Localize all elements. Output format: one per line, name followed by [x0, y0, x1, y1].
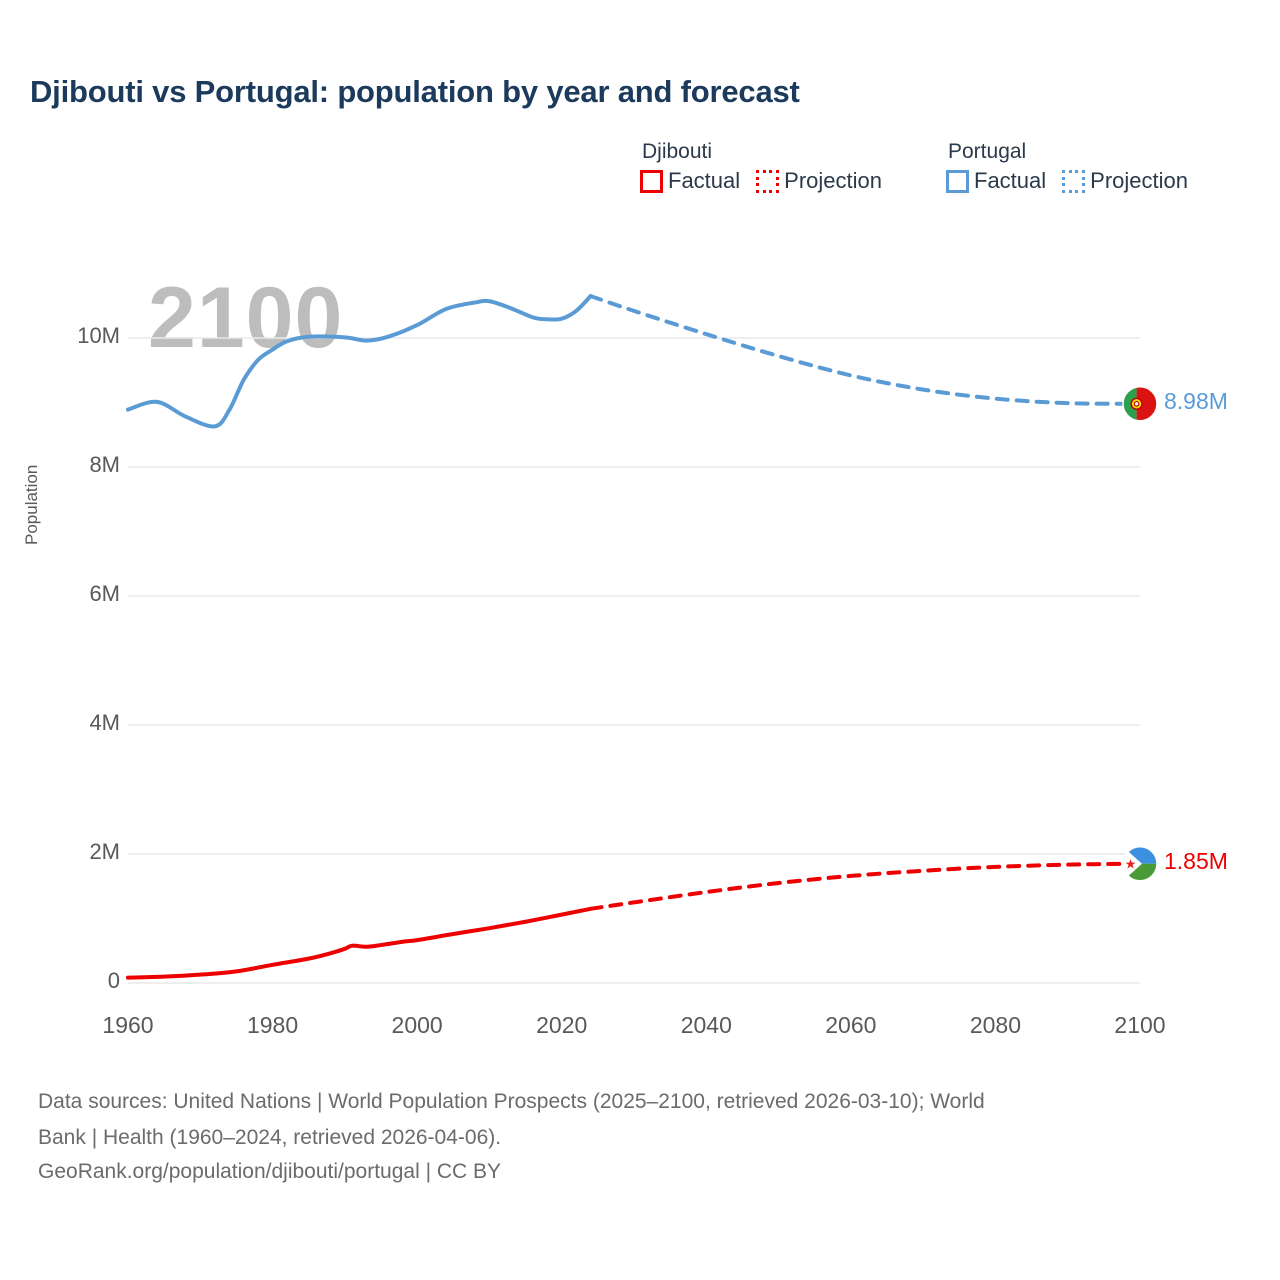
chart-legend: Djibouti Factual Projection Portugal Fac… — [640, 140, 1188, 194]
portugal-flag-icon — [1122, 386, 1158, 422]
legend-group-portugal: Portugal Factual Projection — [946, 140, 1188, 194]
legend-swatch-dotted-red — [756, 169, 780, 193]
x-axis-tick-label: 1960 — [102, 1012, 154, 1038]
legend-item-djibouti-projection[interactable]: Projection — [756, 168, 882, 194]
legend-group-title-djibouti: Djibouti — [642, 140, 713, 163]
gridlines — [128, 337, 1140, 984]
djibouti-endpoint-label: 1.85M — [1164, 847, 1228, 874]
legend-item-portugal-factual[interactable]: Factual — [946, 168, 1046, 194]
legend-group-title-portugal: Portugal — [948, 140, 1027, 163]
djibouti-flag-icon — [1122, 845, 1158, 882]
y-axis-tick-label: 0 — [107, 968, 120, 993]
series-lines — [126, 294, 1142, 980]
y-axis-tick-label: 2M — [89, 839, 120, 864]
x-axis-tick-label: 2000 — [391, 1012, 443, 1038]
legend-swatch-solid-blue — [946, 169, 969, 193]
djibouti-factual-line — [126, 906, 593, 980]
y-axis-ticks: 0 2M 4M 6M 8M 10M — [0, 0, 120, 1280]
legend-item-djibouti-factual[interactable]: Factual — [640, 168, 740, 194]
djibouti-projection-line — [588, 861, 1142, 911]
legend-group-djibouti: Djibouti Factual Projection — [640, 140, 882, 194]
legend-label-djibouti-factual: Factual — [668, 168, 741, 193]
x-axis-tick-label: 2080 — [969, 1012, 1022, 1038]
legend-item-portugal-projection[interactable]: Projection — [1062, 168, 1188, 194]
y-axis-tick-label: 6M — [89, 581, 120, 606]
y-axis-tick-label: 10M — [77, 323, 120, 348]
x-axis-tick-label: 2020 — [536, 1012, 588, 1038]
watermark-year: 2100 — [148, 270, 344, 366]
legend-label-djibouti-projection: Projection — [784, 168, 882, 193]
x-axis-tick-label: 2040 — [680, 1012, 732, 1038]
x-axis-tick-label: 2100 — [1114, 1012, 1166, 1038]
portugal-endpoint-label: 8.98M — [1164, 387, 1228, 414]
legend-label-portugal-factual: Factual — [974, 168, 1047, 193]
y-axis-tick-label: 4M — [89, 710, 120, 735]
portugal-projection-line — [588, 294, 1142, 406]
legend-label-portugal-projection: Projection — [1090, 168, 1188, 193]
legend-swatch-dotted-blue — [1062, 169, 1086, 193]
y-axis-tick-label: 8M — [89, 452, 120, 477]
legend-swatch-solid-red — [640, 169, 663, 193]
footer-line-3[interactable]: GeoRank.org/population/djibouti/portugal… — [38, 1160, 502, 1183]
x-axis-tick-label: 2060 — [825, 1012, 877, 1038]
page-title: Djibouti vs Portugal: population by year… — [30, 74, 800, 109]
footer-sources: Data sources: United Nations | World Pop… — [38, 1085, 1238, 1189]
x-axis-tick-label: 1980 — [246, 1012, 299, 1038]
footer-line-2: Bank | Health (1960–2024, retrieved 2026… — [38, 1126, 502, 1149]
footer-line-1: Data sources: United Nations | World Pop… — [38, 1090, 985, 1113]
